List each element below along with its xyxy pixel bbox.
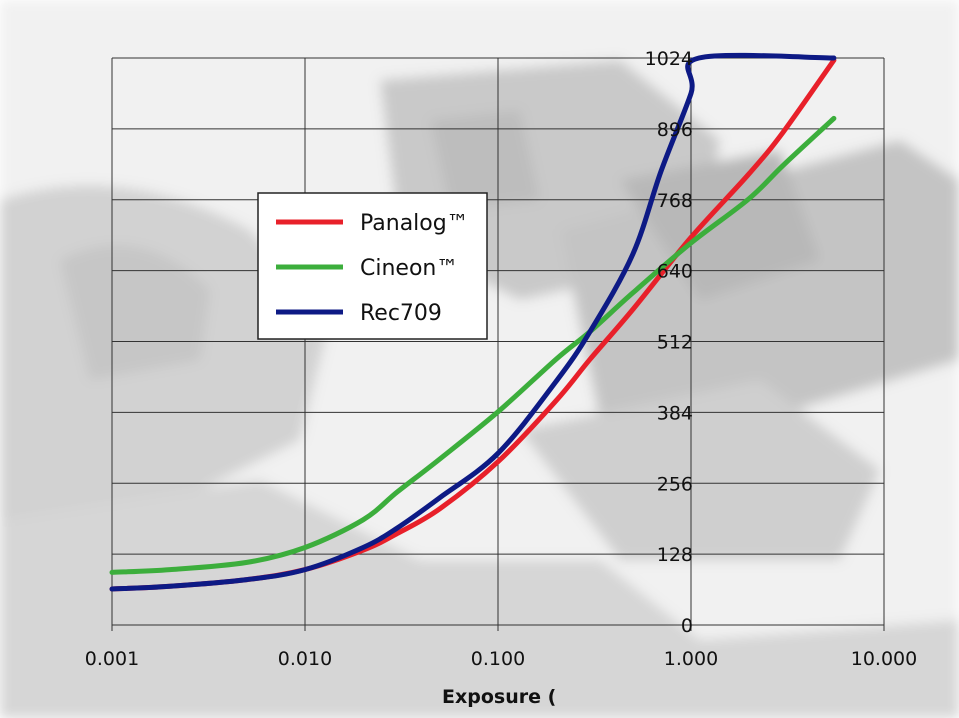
- y-tick-label: 896: [657, 119, 693, 141]
- y-tick-label: 128: [657, 544, 693, 566]
- y-tick-label: 640: [657, 261, 693, 283]
- x-tick-label: 10.000: [851, 648, 917, 670]
- y-tick-label: 1024: [645, 48, 693, 70]
- y-tick-label: 0: [681, 615, 693, 637]
- legend-label: Rec709: [360, 301, 442, 326]
- x-tick-label: 0.010: [278, 648, 332, 670]
- legend-label: Panalog™: [360, 211, 469, 236]
- tick-labels: 0 128 256 384 512 640 768 896 1024 0.001 0.010 0.10…: [85, 48, 917, 670]
- y-tick-label: 512: [657, 332, 693, 354]
- legend-label: Cineon™: [360, 256, 458, 281]
- curves: [109, 52, 837, 592]
- cineon-curve: [109, 115, 837, 575]
- y-tick-label: 768: [657, 190, 693, 212]
- x-axis-label: Exposure (: [442, 686, 556, 708]
- rec709-curve: [109, 52, 837, 592]
- legend: Panalog™ Cineon™ Rec709: [257, 192, 488, 340]
- y-tick-label: 384: [657, 402, 693, 424]
- x-tick-label: 0.100: [471, 648, 525, 670]
- grid: [111, 57, 885, 631]
- x-tick-label: 1.000: [664, 648, 718, 670]
- y-tick-label: 256: [657, 473, 693, 495]
- x-tick-label: 0.001: [85, 648, 139, 670]
